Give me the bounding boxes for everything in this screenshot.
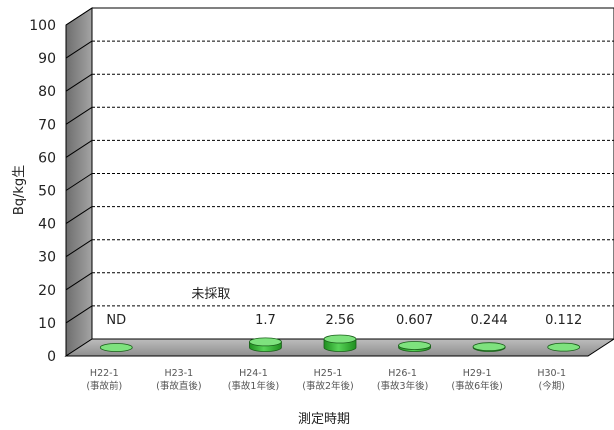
x-tick-sublabel: (事故1年後) [228, 380, 279, 392]
bar-top [99, 343, 133, 352]
x-tick-sublabel: (事故前) [86, 380, 122, 392]
data-label: 0.244 [471, 313, 508, 328]
bar-top [398, 341, 431, 350]
y-axis-label: Bq/kg生 [12, 165, 27, 215]
data-label: 2.56 [326, 313, 355, 328]
data-label: 1.7 [255, 313, 276, 328]
y-tick-label: 30 [38, 250, 56, 266]
x-tick-label: H25-1 [314, 368, 343, 379]
data-label: 0.112 [545, 313, 582, 328]
grid-line-side [65, 73, 93, 92]
y-tick-label: 90 [38, 51, 56, 67]
plot-area [64, 7, 614, 357]
x-tick-sublabel: (事故2年後) [302, 380, 353, 392]
grid-line-side [65, 239, 93, 258]
bar [249, 337, 282, 352]
bars [99, 334, 581, 352]
y-tick-label: 50 [38, 184, 56, 200]
x-tick-label: H30-1 [537, 368, 566, 379]
x-tick-sublabel: (今期) [539, 380, 565, 392]
y-tick-label: 60 [38, 150, 56, 166]
bar-top [323, 334, 357, 344]
y-tick-label: 0 [47, 349, 56, 365]
grid-lines [65, 7, 614, 324]
x-tick-label: H24-1 [239, 368, 268, 379]
y-tick-label: 40 [38, 217, 56, 233]
data-label: 未採取 [191, 287, 230, 302]
x-tick-sublabel: (事故直後) [156, 380, 201, 392]
data-label: 0.607 [396, 313, 433, 328]
y-tick-label: 100 [29, 18, 56, 34]
grid-line-side [65, 40, 93, 59]
y-axis-ticks: 0 10 20 30 40 50 60 70 80 90 100 [29, 18, 56, 365]
bar [472, 342, 506, 352]
data-label: ND [106, 313, 126, 328]
y-tick-label: 70 [38, 117, 56, 133]
y-tick-label: 10 [38, 316, 56, 332]
data-labels: ND 未採取 1.7 2.56 0.607 0.244 0.112 [106, 287, 582, 328]
x-tick-label: H29-1 [463, 368, 492, 379]
bar [547, 342, 581, 352]
x-tick-sublabel: (事故3年後) [377, 380, 428, 392]
x-axis-ticks: H22-1(事故前)H23-1(事故直後)H24-1(事故1年後)H25-1(事… [86, 368, 566, 392]
x-axis-label: 測定時期 [298, 412, 350, 427]
grid-line-side [65, 272, 93, 291]
bar [323, 334, 357, 352]
y-tick-label: 80 [38, 84, 56, 100]
y-tick-label: 20 [38, 283, 56, 299]
bar [99, 343, 133, 352]
grid-line-side [65, 139, 93, 158]
grid-line-side [65, 106, 93, 125]
bar-top [547, 342, 581, 352]
x-tick-label: H22-1 [90, 368, 119, 379]
grid-line-side [65, 305, 93, 324]
grid-line-side [65, 173, 93, 191]
x-tick-label: H23-1 [164, 368, 193, 379]
x-tick-label: H26-1 [388, 368, 417, 379]
bar [398, 341, 431, 352]
grid-line-side [65, 206, 93, 225]
x-tick-sublabel: (事故6年後) [451, 380, 502, 392]
grid-line-side [65, 7, 93, 26]
bar-top [249, 337, 282, 347]
bar-top [472, 342, 506, 352]
